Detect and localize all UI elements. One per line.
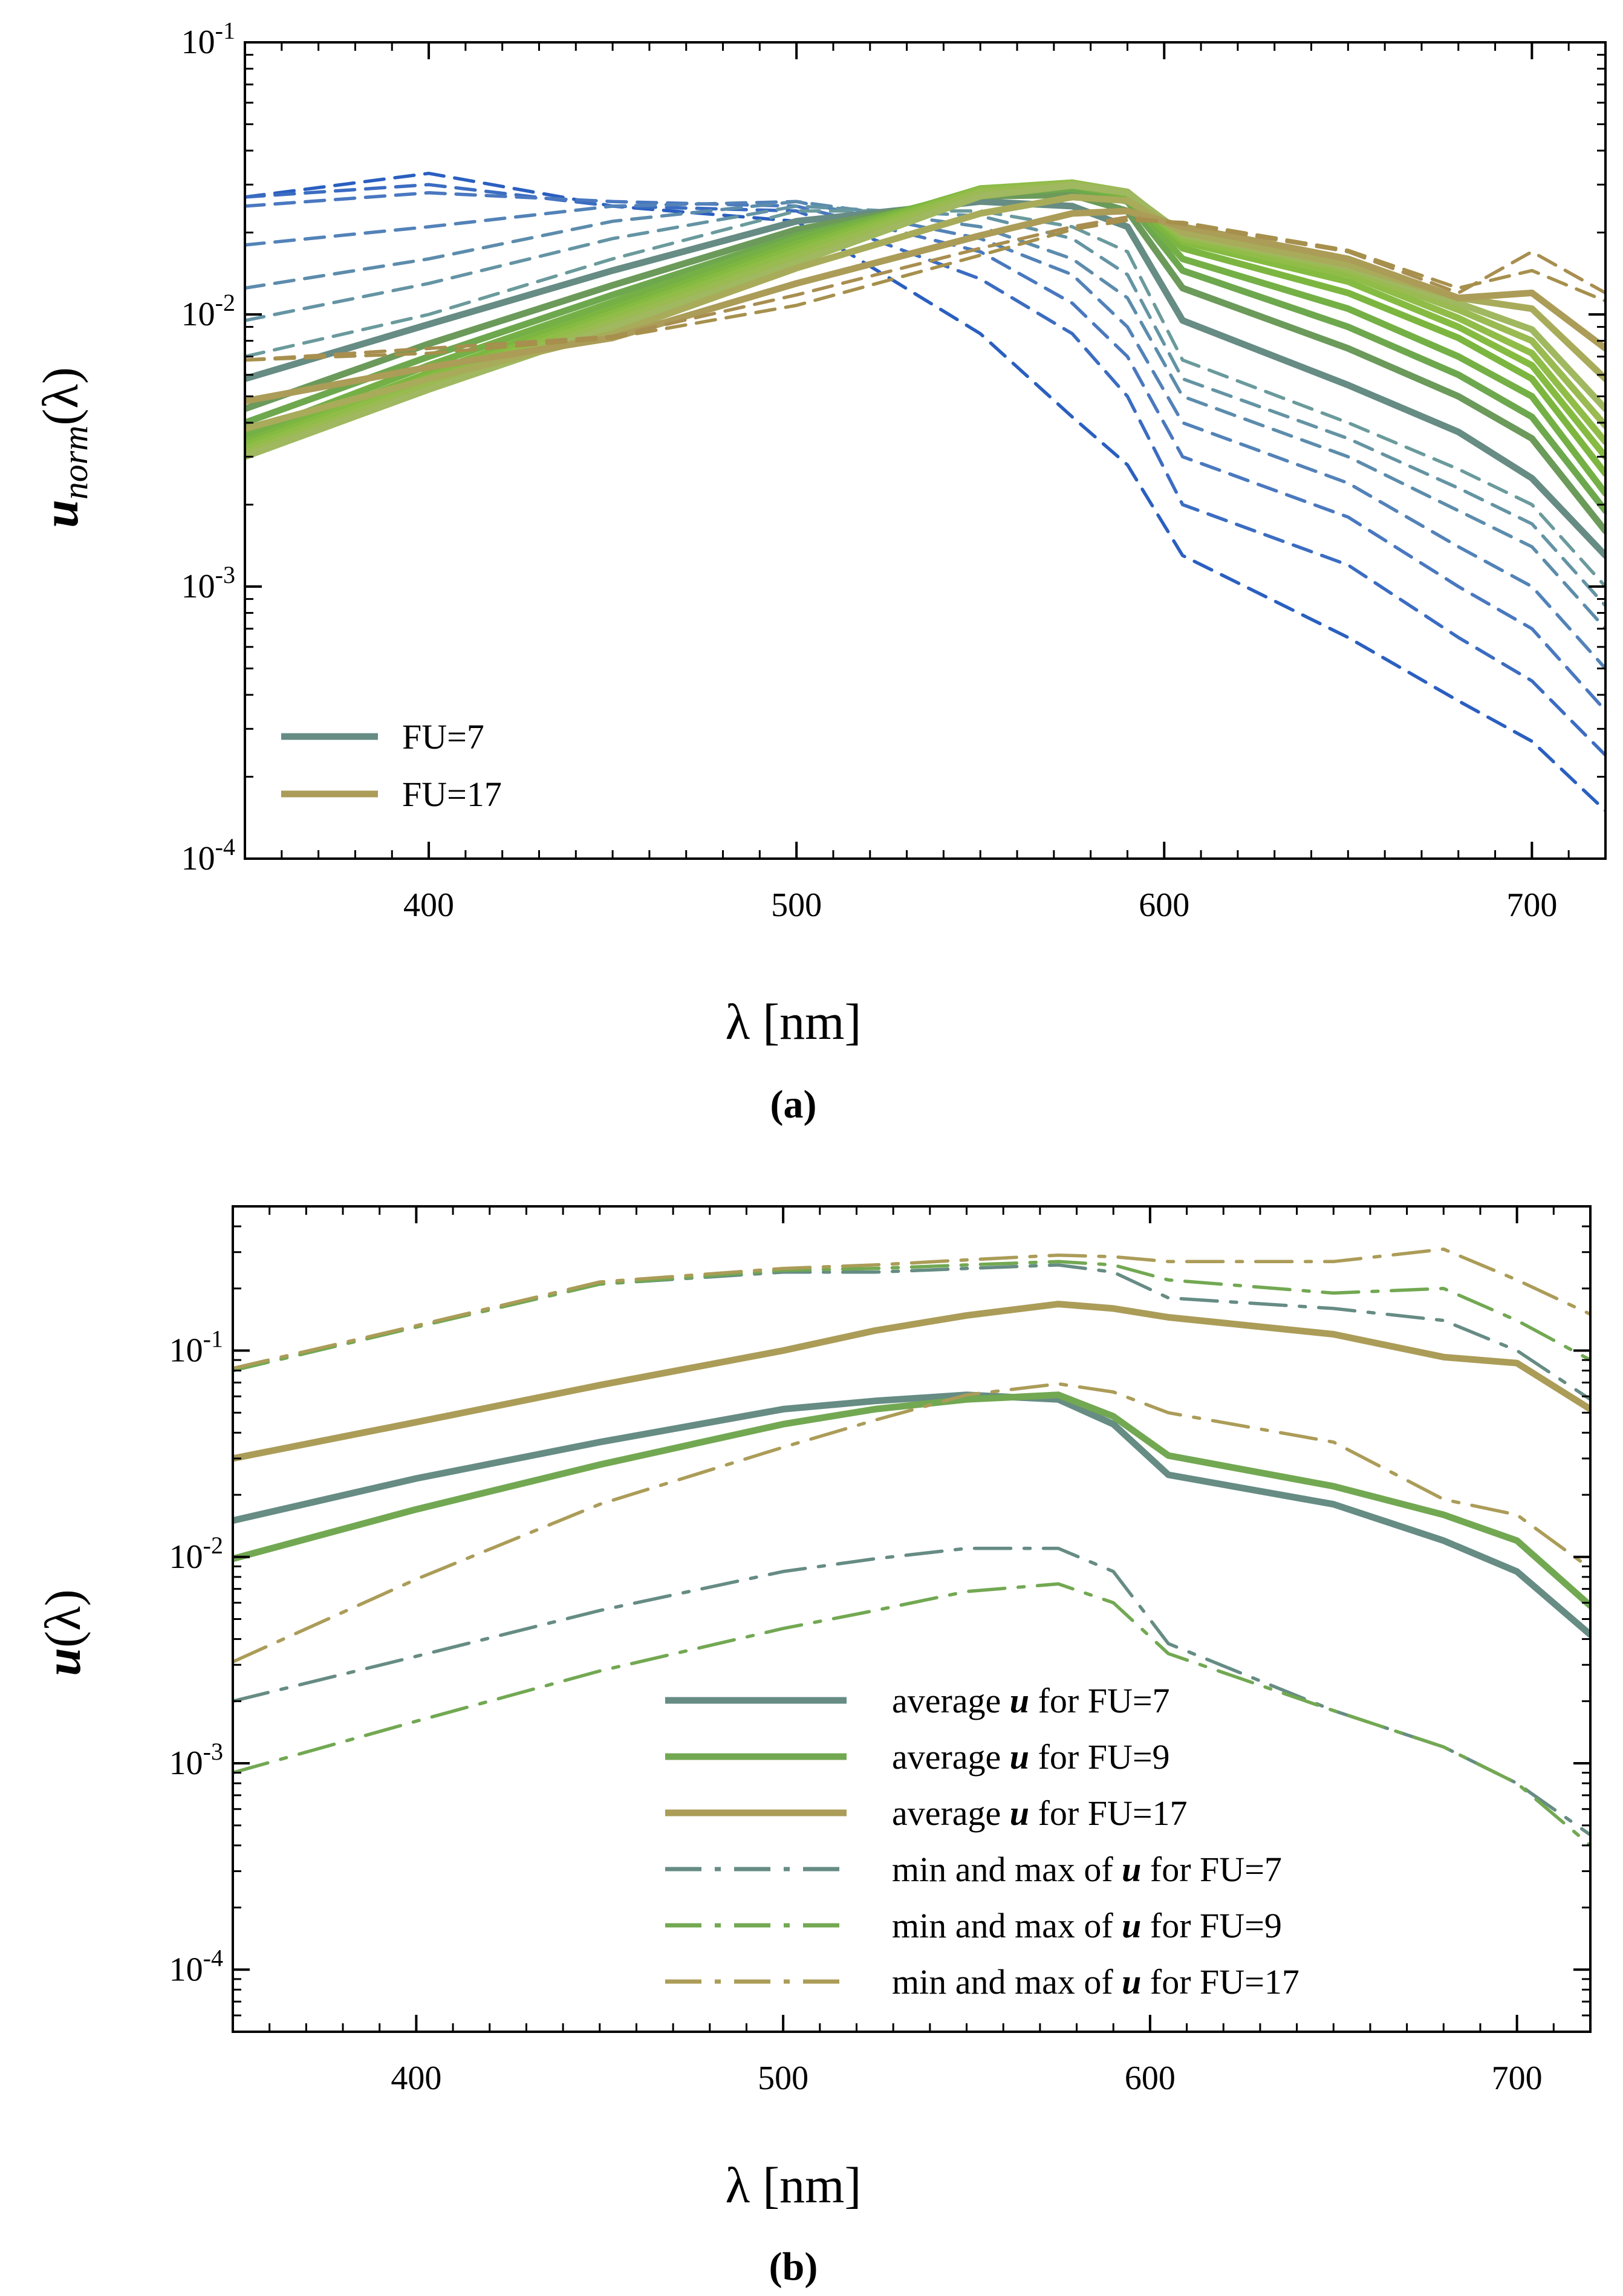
panel-b-x-tick-label: 400 <box>391 2060 441 2097</box>
panel-b-series <box>233 1247 1590 1847</box>
panel-a-series-line-7 <box>245 198 1605 559</box>
panel-a-y-tick-exponent: -2 <box>215 289 235 316</box>
panel-a-x-tick-label: 600 <box>1139 886 1189 924</box>
panel-b-series-line-1 <box>233 1260 1590 1373</box>
panel-b-legend-label: average u for FU=17 <box>892 1794 1188 1833</box>
panel-b-y-tick-label: 10-3 <box>169 1738 223 1782</box>
panel-b-x-tick-label: 700 <box>1492 2060 1543 2097</box>
panel-a-series-line-1 <box>245 183 1605 757</box>
panel-a-series-line-17 <box>245 207 1605 405</box>
panel-a-frame <box>244 41 1607 860</box>
legend-label-variable: u <box>1010 1681 1029 1720</box>
panel-b-y-tick-base: 10 <box>169 1951 203 1988</box>
panel-b-legend-label: min and max of u for FU=17 <box>892 1962 1299 2002</box>
legend-label-variable: u <box>1122 1850 1141 1889</box>
panel-a-y-title-tail: (λ) <box>33 367 89 426</box>
panel-b-y-tick-base: 10 <box>169 1538 203 1576</box>
panel-b-caption: (b) <box>769 2245 818 2289</box>
panel-a-series-line-19 <box>245 218 1605 362</box>
panel-b-legend-label: average u for FU=7 <box>892 1681 1170 1720</box>
panel-a-y-tick-base: 10 <box>181 296 215 333</box>
panel-a-x-tick-label: 700 <box>1506 886 1557 924</box>
panel-a-legend: FU=7 FU=17 <box>281 717 502 814</box>
legend-label-suffix: for FU=9 <box>1029 1737 1169 1777</box>
panel-a-legend-label: FU=7 <box>402 717 484 756</box>
panel-a-y-axis-title: unorm(λ) <box>33 367 95 528</box>
legend-label-suffix: for FU=7 <box>1141 1850 1281 1889</box>
panel-b-legend-label: average u for FU=9 <box>892 1737 1170 1777</box>
legend-label-prefix: average <box>892 1681 1010 1720</box>
panel-a-x-axis-title: λ [nm] <box>725 994 861 1050</box>
panel-a-y-tick-label: 10-3 <box>181 561 235 605</box>
panel-a-y-tick-label: 10-2 <box>181 289 235 333</box>
panel-b-y-tick-label: 10-4 <box>169 1944 223 1988</box>
panel-a-legend-label: FU=17 <box>402 775 502 814</box>
panel-b-series-line-2 <box>233 1247 1590 1370</box>
legend-label-suffix: for FU=7 <box>1029 1681 1169 1720</box>
panel-a-y-tick-base: 10 <box>181 840 215 877</box>
panel-a-x-tick-label: 500 <box>771 886 822 924</box>
panel-b-series-line-4 <box>233 1391 1590 1638</box>
legend-label-prefix: average <box>892 1737 1010 1777</box>
panel-b-legend-label: min and max of u for FU=7 <box>892 1850 1282 1889</box>
panel-a-series-line-5 <box>245 204 1605 608</box>
panel-a-y-tick-label: 10-4 <box>181 833 235 877</box>
panel-b-y-tick-exponent: -1 <box>203 1325 223 1353</box>
panel-a-series-line-8 <box>245 191 1605 535</box>
panel-b-series-line-8 <box>233 1582 1590 1847</box>
panel-a-y-tick-base: 10 <box>181 568 215 605</box>
panel-b-legend-label: min and max of u for FU=9 <box>892 1906 1282 1945</box>
panel-b-y-tick-exponent: -3 <box>203 1738 223 1765</box>
panel-b-y-title-var: u <box>35 1648 91 1676</box>
panel-a-y-tick-base: 10 <box>181 24 215 61</box>
legend-label-variable: u <box>1010 1794 1029 1833</box>
panel-a-series-line-6 <box>245 209 1605 588</box>
legend-label-suffix: for FU=9 <box>1141 1906 1281 1945</box>
legend-label-prefix: average <box>892 1794 1010 1833</box>
panel-b-x-tick-label: 500 <box>758 2060 808 2097</box>
panel-b-y-tick-base: 10 <box>169 1332 203 1370</box>
legend-label-suffix: for FU=17 <box>1141 1962 1299 2002</box>
panel-b-y-tick-base: 10 <box>169 1745 203 1782</box>
legend-label-variable: u <box>1010 1737 1029 1777</box>
panel-b-y-tick-label: 10-2 <box>169 1532 223 1576</box>
panel-a-caption: (a) <box>770 1082 817 1127</box>
panel-a-series-line-3 <box>245 200 1605 671</box>
panel-b-y-tick-label: 10-1 <box>169 1325 223 1370</box>
panel-a-y-title-var: u <box>33 499 89 528</box>
panel-b-series-line-7 <box>233 1546 1590 1837</box>
panel-a-series-line-9 <box>245 185 1605 515</box>
panel-a-y-tick-exponent: -1 <box>215 17 235 44</box>
panel-a-series <box>245 171 1605 813</box>
panel-a-y-tick-exponent: -3 <box>215 561 235 588</box>
panel-b-y-tick-exponent: -2 <box>203 1532 223 1559</box>
panel-b-y-title-tail: (λ) <box>35 1589 91 1648</box>
panel-b-series-line-5 <box>233 1391 1590 1609</box>
panel-b-series-line-6 <box>233 1382 1590 1664</box>
panel-b-y-tick-exponent: -4 <box>203 1944 223 1971</box>
panel-a-y-tick-label: 10-1 <box>181 17 235 61</box>
panel-b-x-axis-title: λ [nm] <box>725 2158 861 2214</box>
legend-label-suffix: for FU=17 <box>1029 1794 1187 1833</box>
panel-a-series-line-2 <box>245 191 1605 712</box>
panel-a-y-tick-exponent: -4 <box>215 833 235 860</box>
panel-b-y-axis-title: u(λ) <box>35 1589 91 1676</box>
legend-label-prefix: min and max of <box>892 1962 1122 2002</box>
panel-a-y-title-sub: norm <box>56 426 95 499</box>
panel-b-x-tick-label: 600 <box>1125 2060 1176 2097</box>
legend-label-variable: u <box>1122 1906 1141 1945</box>
panel-a-x-tick-label: 400 <box>403 886 454 924</box>
panel-a-series-line-4 <box>245 200 1605 631</box>
legend-label-prefix: min and max of <box>892 1850 1122 1889</box>
legend-label-variable: u <box>1122 1962 1141 2002</box>
panel-b-series-line-3 <box>233 1301 1590 1462</box>
legend-label-prefix: min and max of <box>892 1906 1122 1945</box>
